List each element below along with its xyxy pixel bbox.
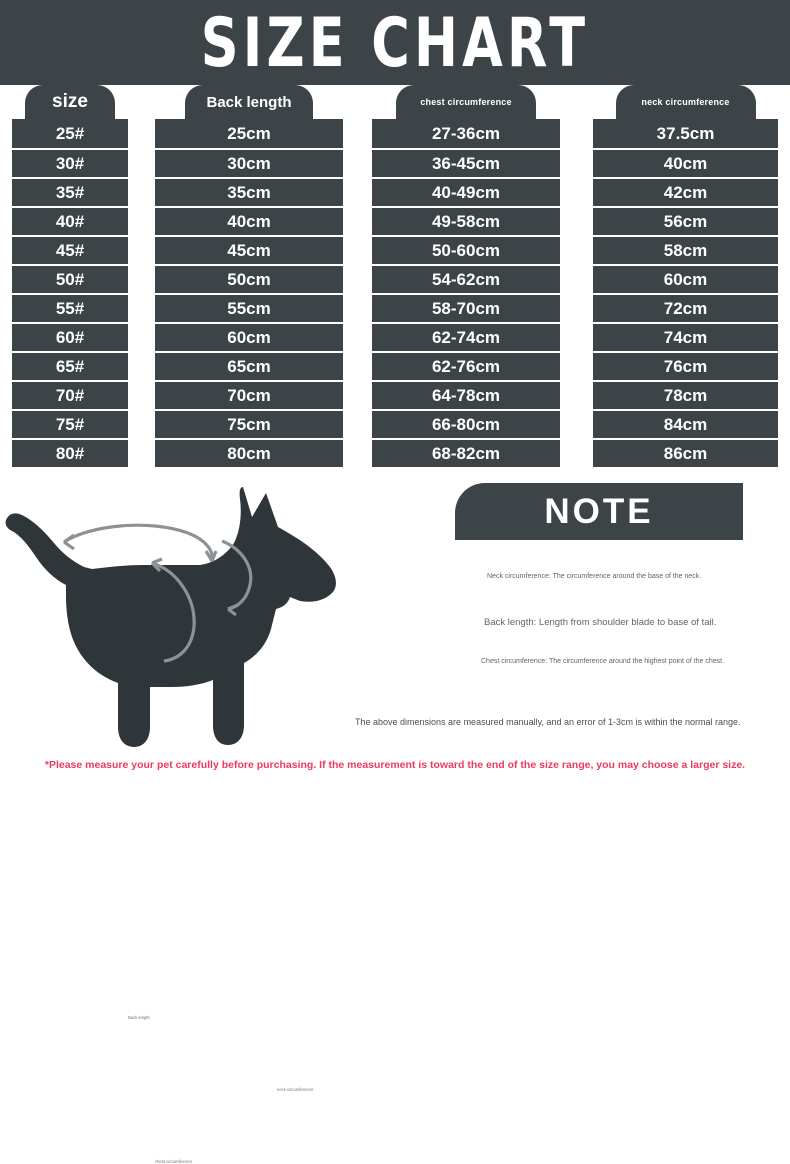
- table-cell: 75#: [12, 411, 128, 438]
- table-cell: 50#: [12, 266, 128, 293]
- note-line-chest: Chest circumference: The circumference a…: [481, 658, 725, 665]
- table-cell: 68-82cm: [372, 440, 560, 467]
- dog-illustration: Back length neck circumference chest cir…: [0, 475, 340, 1164]
- purchase-warning: *Please measure your pet carefully befor…: [44, 759, 746, 771]
- table-cell: 56cm: [593, 208, 778, 235]
- table-cell: 36-45cm: [372, 150, 560, 177]
- table-cell: 74cm: [593, 324, 778, 351]
- table-column-size: size 25# 30# 35# 40# 45# 50# 55# 60# 65# 70# 75# 80…: [12, 85, 128, 469]
- column-header-size: size: [25, 85, 115, 119]
- table-column-neck-circumference: neck circumference 37.5cm 40cm 42cm 56cm 58c…: [593, 85, 778, 469]
- table-cell: 62-74cm: [372, 324, 560, 351]
- table-cell: 50-60cm: [372, 237, 560, 264]
- table-cell: 58cm: [593, 237, 778, 264]
- table-cell: 45cm: [155, 237, 343, 264]
- table-cell: 25#: [12, 119, 128, 148]
- table-cell: 76cm: [593, 353, 778, 380]
- table-cell: 70#: [12, 382, 128, 409]
- illustration-label-chest-circumference: chest circumference: [155, 1159, 193, 1164]
- table-cell: 86cm: [593, 440, 778, 467]
- dog-body-shape: [5, 487, 336, 747]
- illustration-label-back-length: Back length: [128, 1015, 150, 1020]
- column-cells-size: 25# 30# 35# 40# 45# 50# 55# 60# 65# 70# 75# 80#: [12, 119, 128, 467]
- table-cell: 40cm: [155, 208, 343, 235]
- column-cells-chest-circumference: 27-36cm 36-45cm 40-49cm 49-58cm 50-60cm 54-62…: [372, 119, 560, 467]
- neck-circumference-arrow: [221, 539, 253, 617]
- column-cells-back-length: 25cm 30cm 35cm 40cm 45cm 50cm 55cm 60cm 65cm 70cm…: [155, 119, 343, 467]
- table-cell: 35cm: [155, 179, 343, 206]
- back-length-arrow: [63, 523, 218, 562]
- table-cell: 55cm: [155, 295, 343, 322]
- chest-circumference-arrow: [150, 557, 196, 663]
- title-banner: SIZE CHART: [0, 0, 790, 85]
- table-cell: 25cm: [155, 119, 343, 148]
- measurement-disclaimer: The above dimensions are measured manual…: [355, 717, 741, 727]
- table-cell: 58-70cm: [372, 295, 560, 322]
- table-cell: 37.5cm: [593, 119, 778, 148]
- column-header-neck-circumference: neck circumference: [615, 85, 756, 119]
- table-cell: 40-49cm: [372, 179, 560, 206]
- table-cell: 49-58cm: [372, 208, 560, 235]
- table-cell: 45#: [12, 237, 128, 264]
- page-title: SIZE CHART: [200, 3, 590, 82]
- column-cells-neck-circumference: 37.5cm 40cm 42cm 56cm 58cm 60cm 72cm 74cm 76cm 78…: [593, 119, 778, 467]
- table-cell: 60cm: [155, 324, 343, 351]
- table-cell: 55#: [12, 295, 128, 322]
- dog-silhouette-svg: [5, 487, 336, 747]
- table-cell: 72cm: [593, 295, 778, 322]
- table-cell: 30cm: [155, 150, 343, 177]
- illustration-label-neck-circumference: neck circumference: [277, 1087, 314, 1092]
- table-cell: 40#: [12, 208, 128, 235]
- table-cell: 75cm: [155, 411, 343, 438]
- table-cell: 27-36cm: [372, 119, 560, 148]
- table-cell: 40cm: [593, 150, 778, 177]
- table-cell: 60cm: [593, 266, 778, 293]
- table-cell: 64-78cm: [372, 382, 560, 409]
- table-cell: 65#: [12, 353, 128, 380]
- table-cell: 80#: [12, 440, 128, 467]
- note-banner: NOTE: [455, 483, 743, 540]
- table-cell: 54-62cm: [372, 266, 560, 293]
- table-cell: 70cm: [155, 382, 343, 409]
- note-line-back: Back length: Length from shoulder blade …: [484, 617, 717, 628]
- table-cell: 35#: [12, 179, 128, 206]
- table-cell: 80cm: [155, 440, 343, 467]
- size-table: size 25# 30# 35# 40# 45# 50# 55# 60# 65# 70# 75# 80…: [0, 85, 790, 475]
- table-column-chest-circumference: chest circumference 27-36cm 36-45cm 40-49c…: [372, 85, 560, 469]
- note-title: NOTE: [544, 491, 654, 531]
- table-cell: 62-76cm: [372, 353, 560, 380]
- table-cell: 84cm: [593, 411, 778, 438]
- table-cell: 65cm: [155, 353, 343, 380]
- table-cell: 60#: [12, 324, 128, 351]
- column-header-chest-circumference: chest circumference: [396, 85, 536, 119]
- table-cell: 50cm: [155, 266, 343, 293]
- lower-section: Back length neck circumference chest cir…: [0, 475, 790, 1164]
- table-column-back-length: Back length 25cm 30cm 35cm 40cm 45cm 50cm 55cm…: [155, 85, 343, 469]
- table-cell: 66-80cm: [372, 411, 560, 438]
- table-cell: 42cm: [593, 179, 778, 206]
- column-header-back-length: Back length: [185, 85, 313, 119]
- table-cell: 78cm: [593, 382, 778, 409]
- note-line-neck: Neck circumference: The circumference ar…: [487, 573, 702, 580]
- table-cell: 30#: [12, 150, 128, 177]
